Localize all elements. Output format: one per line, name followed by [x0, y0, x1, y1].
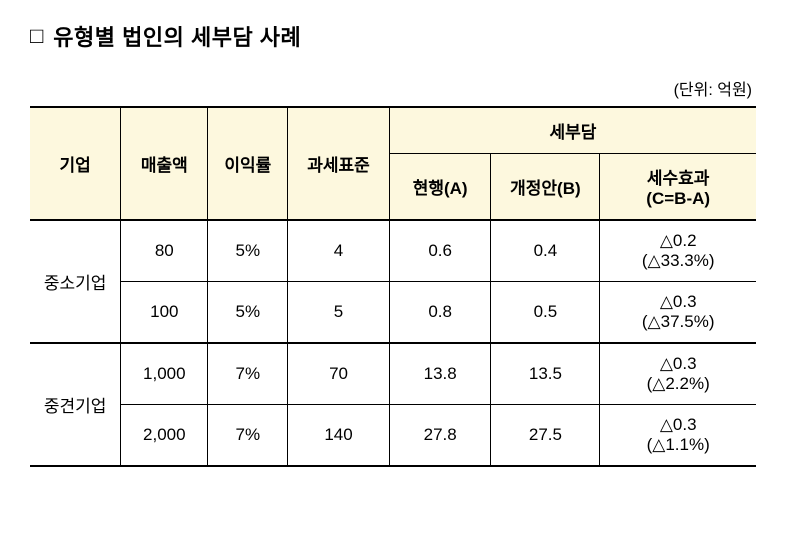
- table-row: 중소기업 80 5% 4 0.6 0.4 △0.2 (△33.3%): [30, 220, 756, 282]
- cell-profit-rate: 5%: [208, 220, 288, 282]
- effect-main: △0.3: [608, 415, 748, 435]
- cell-effect: △0.3 (△2.2%): [600, 343, 756, 405]
- cell-current: 0.8: [389, 282, 491, 344]
- effect-main: △0.3: [608, 354, 748, 374]
- cell-revenue: 1,000: [121, 343, 208, 405]
- effect-main: △0.2: [608, 231, 748, 251]
- effect-main: △0.3: [608, 292, 748, 312]
- table-row: 2,000 7% 140 27.8 27.5 △0.3 (△1.1%): [30, 405, 756, 467]
- cell-tax-base: 4: [288, 220, 390, 282]
- effect-sub: (△37.5%): [608, 312, 748, 332]
- unit-label: (단위: 억원): [30, 76, 756, 100]
- cell-profit-rate: 7%: [208, 343, 288, 405]
- cell-tax-base: 5: [288, 282, 390, 344]
- table-body: 중소기업 80 5% 4 0.6 0.4 △0.2 (△33.3%) 100 5…: [30, 220, 756, 466]
- cell-current: 27.8: [389, 405, 491, 467]
- cell-revised: 13.5: [491, 343, 600, 405]
- cell-revenue: 100: [121, 282, 208, 344]
- cell-current: 0.6: [389, 220, 491, 282]
- col-profit-rate: 이익률: [208, 107, 288, 220]
- cell-revised: 27.5: [491, 405, 600, 467]
- title-marker: □: [30, 23, 43, 49]
- effect-sub: (△2.2%): [608, 374, 748, 394]
- effect-sub: (△1.1%): [608, 435, 748, 455]
- cell-revenue: 80: [121, 220, 208, 282]
- col-current: 현행(A): [389, 154, 491, 221]
- cell-effect: △0.3 (△1.1%): [600, 405, 756, 467]
- col-effect: 세수효과 (C=B-A): [600, 154, 756, 221]
- cell-effect: △0.2 (△33.3%): [600, 220, 756, 282]
- col-revised: 개정안(B): [491, 154, 600, 221]
- col-tax-burden: 세부담: [389, 107, 756, 154]
- col-revenue: 매출액: [121, 107, 208, 220]
- group-label: 중견기업: [30, 343, 121, 466]
- col-tax-base: 과세표준: [288, 107, 390, 220]
- cell-profit-rate: 5%: [208, 282, 288, 344]
- cell-effect: △0.3 (△37.5%): [600, 282, 756, 344]
- group-label: 중소기업: [30, 220, 121, 343]
- cell-tax-base: 140: [288, 405, 390, 467]
- effect-sub: (△33.3%): [608, 251, 748, 271]
- cell-revised: 0.4: [491, 220, 600, 282]
- cell-revenue: 2,000: [121, 405, 208, 467]
- cell-current: 13.8: [389, 343, 491, 405]
- cell-profit-rate: 7%: [208, 405, 288, 467]
- table-row: 중견기업 1,000 7% 70 13.8 13.5 △0.3 (△2.2%): [30, 343, 756, 405]
- col-company: 기업: [30, 107, 121, 220]
- title-row: □ 유형별 법인의 세부담 사례: [30, 20, 756, 52]
- table-row: 100 5% 5 0.8 0.5 △0.3 (△37.5%): [30, 282, 756, 344]
- cell-revised: 0.5: [491, 282, 600, 344]
- page-title: 유형별 법인의 세부담 사례: [53, 20, 301, 52]
- tax-burden-table: 기업 매출액 이익률 과세표준 세부담 현행(A) 개정안(B) 세수효과 (C…: [30, 106, 756, 467]
- cell-tax-base: 70: [288, 343, 390, 405]
